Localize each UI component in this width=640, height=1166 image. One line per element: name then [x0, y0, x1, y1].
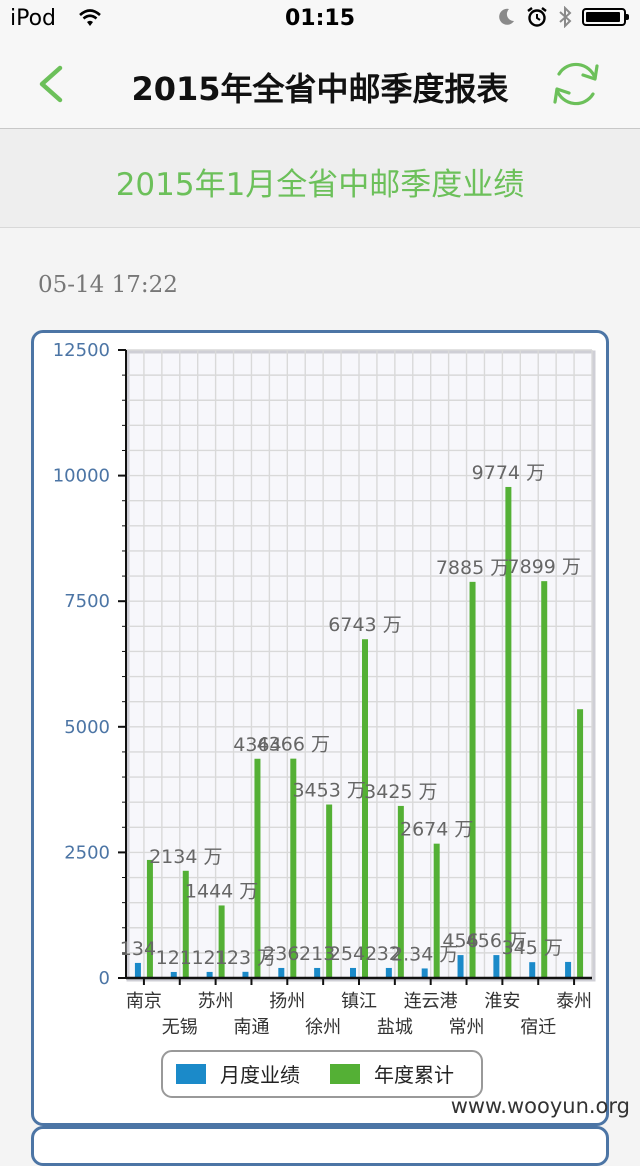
bar-yearly: [290, 758, 297, 978]
alarm-icon: [527, 7, 547, 27]
x-tick-label: 无锡: [162, 1017, 198, 1038]
bar-monthly: [493, 955, 500, 978]
data-label: 456 万: [466, 930, 527, 952]
data-label: 3453 万: [292, 780, 365, 802]
report-timestamp: 05-14 17:22: [38, 272, 178, 298]
data-label: 236: [263, 943, 299, 965]
data-label: 9774 万: [472, 462, 545, 484]
bar-monthly: [242, 971, 249, 978]
bar-yearly: [326, 804, 333, 978]
data-label: 3425 万: [364, 781, 437, 803]
x-tick-label: 扬州: [269, 991, 305, 1012]
legend-label: 年度累计: [374, 1063, 454, 1087]
next-chart-card: [31, 1126, 609, 1166]
watermark: www.wooyun.org: [450, 1094, 630, 1118]
data-label: 121: [156, 947, 192, 969]
y-tick-label: 12500: [53, 340, 110, 361]
data-label: 7885 万: [436, 557, 509, 579]
data-label: 345 万: [502, 937, 563, 959]
bar-monthly: [385, 967, 392, 978]
bar-monthly: [314, 967, 321, 978]
data-label: 1444 万: [185, 880, 258, 902]
bar-monthly: [278, 967, 285, 978]
legend-swatch: [176, 1064, 206, 1084]
x-tick-label: 常州: [449, 1017, 485, 1038]
x-tick-label: 南通: [233, 1017, 269, 1038]
bar-yearly: [469, 581, 476, 978]
data-label: 134: [120, 938, 156, 960]
bar-monthly: [529, 962, 536, 978]
data-label: 213: [299, 943, 335, 965]
data-label: 6743 万: [328, 614, 401, 636]
wifi-icon: [79, 9, 101, 26]
data-label: 121: [191, 947, 227, 969]
y-tick-label: 10000: [53, 466, 110, 487]
data-label: 4366 万: [257, 734, 330, 756]
data-label: 2674 万: [400, 819, 473, 841]
x-tick-label: 盐城: [377, 1017, 413, 1038]
bar-monthly: [457, 955, 464, 978]
bar-monthly: [170, 971, 177, 978]
page-title: 2015年全省中邮季度报表: [131, 70, 509, 108]
x-tick-label: 南京: [126, 991, 162, 1012]
x-tick-label: 徐州: [305, 1017, 341, 1038]
bar-yearly: [218, 905, 225, 978]
bar-yearly: [433, 843, 440, 978]
bar-yearly: [541, 581, 548, 978]
x-tick-label: 泰州: [556, 991, 592, 1012]
chart-card: 0 2500 5000 7500 10000 12500 南京 无锡 苏州南通 扬州 徐州 镇江 盐城 连…: [31, 330, 609, 1126]
carrier-label: iPod: [10, 6, 57, 31]
data-label: 2542: [329, 943, 377, 965]
x-tick-label: 淮安: [484, 991, 520, 1012]
x-tick-label: 苏州: [198, 991, 234, 1012]
legend-label: 月度业绩: [220, 1063, 300, 1087]
bar-yearly: [254, 758, 261, 978]
legend-swatch: [330, 1064, 360, 1084]
data-label: 2134 万: [149, 846, 222, 868]
data-label: 2.34 万: [391, 943, 458, 965]
bar-yearly: [146, 859, 153, 978]
bar-yearly: [397, 805, 404, 978]
bar-monthly: [421, 968, 428, 978]
data-label: 123 万: [215, 947, 276, 969]
bar-yearly: [182, 870, 189, 978]
data-label: 7899 万: [508, 556, 581, 578]
refresh-icon[interactable]: [548, 56, 604, 112]
bar-monthly: [350, 967, 356, 978]
x-tick-label: 宿迁: [520, 1017, 556, 1038]
moon-icon: [499, 8, 514, 25]
report-subheader: 2015年1月全省中邮季度业绩: [0, 129, 640, 228]
bar-monthly: [565, 961, 572, 978]
bluetooth-icon: [559, 6, 572, 28]
data-label: 4364: [233, 734, 281, 756]
status-icons: [496, 6, 629, 28]
y-tick-label: 7500: [64, 591, 110, 612]
chevron-left-icon[interactable]: [32, 62, 72, 106]
bar-yearly: [577, 709, 584, 978]
report-title: 2015年1月全省中邮季度业绩: [115, 167, 525, 203]
bar-yearly: [505, 486, 512, 978]
y-tick-label: 5000: [64, 717, 110, 738]
battery-icon: [582, 8, 629, 26]
y-tick-label: 2500: [64, 842, 110, 863]
data-label: 32: [377, 943, 401, 965]
bar-monthly: [206, 971, 213, 978]
status-time: 01:15: [284, 6, 356, 31]
legend-box: [161, 1050, 483, 1098]
bar-monthly: [134, 962, 141, 978]
status-bar: iPod 01:15: [0, 0, 640, 40]
bar-yearly: [362, 639, 368, 978]
nav-bar: 2015年全省中邮季度报表: [0, 40, 640, 129]
plot-shadow: [126, 350, 596, 982]
x-tick-label: 镇江: [341, 991, 377, 1012]
x-tick-label: 连云港: [404, 991, 458, 1012]
data-label: 456: [442, 930, 478, 952]
y-tick-label: 0: [99, 968, 110, 989]
